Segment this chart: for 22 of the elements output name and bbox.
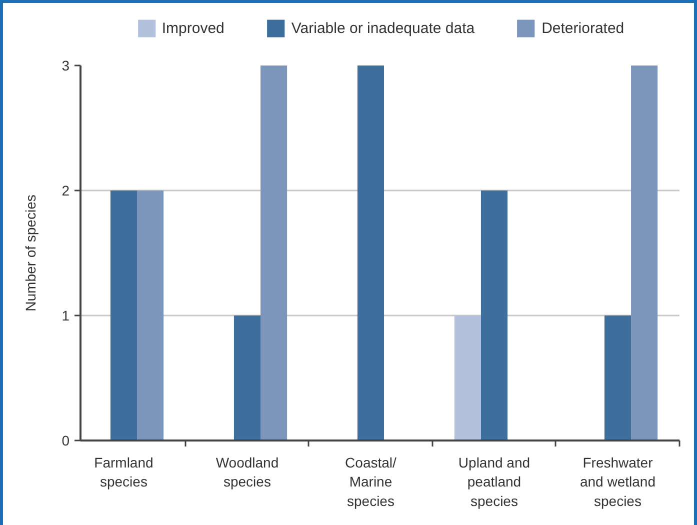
legend-label: Variable or inadequate data [291, 20, 475, 36]
bar [357, 66, 384, 440]
y-tick-label: 1 [62, 308, 70, 324]
bar [454, 316, 481, 440]
bar [604, 316, 632, 440]
y-tick-label: 0 [62, 432, 70, 448]
y-tick-label: 3 [62, 58, 70, 74]
bar [137, 190, 164, 440]
x-tick-label: Coastal/ Marine species [345, 454, 397, 509]
bar [631, 66, 658, 440]
legend-label: Improved [162, 20, 224, 36]
y-tick-label: 2 [62, 182, 70, 198]
x-tick-label: Upland and peatland species [458, 454, 530, 509]
x-tick-label: Woodland species [216, 454, 279, 490]
x-tick-label: Farmland species [94, 454, 154, 490]
bar [110, 190, 138, 440]
y-axis-title: Number of species [22, 194, 39, 312]
x-tick-label: Freshwater and wetland species [580, 454, 656, 509]
bar [480, 190, 508, 440]
legend-label: Deteriorated [542, 20, 624, 36]
bar [260, 66, 288, 440]
bar [234, 316, 261, 440]
